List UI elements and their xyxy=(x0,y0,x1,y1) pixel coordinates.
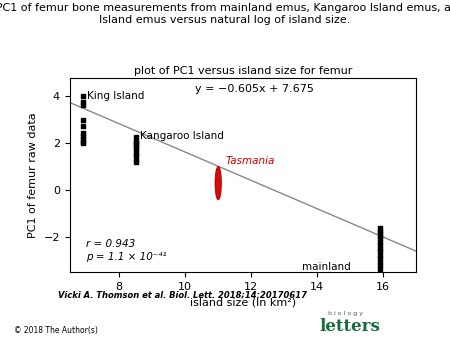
Text: r = 0.943: r = 0.943 xyxy=(86,239,135,249)
Point xyxy=(376,262,383,268)
Text: p = 1.1 × 10⁻⁴¹: p = 1.1 × 10⁻⁴¹ xyxy=(86,252,167,262)
Point xyxy=(376,225,383,230)
Point xyxy=(79,117,86,123)
Point xyxy=(132,146,140,152)
Text: Vicki A. Thomson et al. Biol. Lett. 2018;14:20170617: Vicki A. Thomson et al. Biol. Lett. 2018… xyxy=(58,290,307,299)
Point xyxy=(79,100,86,105)
X-axis label: island size (ln km²): island size (ln km²) xyxy=(190,297,296,307)
Point xyxy=(376,242,383,248)
Point xyxy=(376,259,383,264)
Point xyxy=(376,246,383,251)
Point xyxy=(79,123,86,128)
Point xyxy=(79,102,86,107)
Text: y = −0.605x + 7.675: y = −0.605x + 7.675 xyxy=(195,83,314,94)
Point xyxy=(376,228,383,234)
Title: plot of PC1 versus island size for femur: plot of PC1 versus island size for femur xyxy=(134,66,352,76)
Text: © 2018 The Author(s): © 2018 The Author(s) xyxy=(14,325,97,335)
Text: b i o l o g y: b i o l o g y xyxy=(328,311,364,316)
Point xyxy=(376,231,383,236)
Text: Kangaroo Island: Kangaroo Island xyxy=(140,131,224,141)
Point xyxy=(79,141,86,146)
Point xyxy=(132,152,140,158)
Point xyxy=(376,266,383,271)
Point xyxy=(376,239,383,244)
Point xyxy=(132,142,140,147)
Point xyxy=(79,94,86,99)
Text: letters: letters xyxy=(320,318,380,335)
Point xyxy=(376,233,383,239)
Text: Tasmania: Tasmania xyxy=(225,155,275,166)
Point xyxy=(376,248,383,254)
Text: mainland: mainland xyxy=(302,262,351,272)
Text: Plot of PC1 of femur bone measurements from mainland emus, Kangaroo Island emus,: Plot of PC1 of femur bone measurements f… xyxy=(0,3,450,25)
Point xyxy=(79,130,86,136)
Point xyxy=(79,136,86,141)
Point xyxy=(376,255,383,261)
Point xyxy=(132,135,140,140)
Point xyxy=(79,134,86,139)
Point xyxy=(132,159,140,165)
Point xyxy=(376,252,383,257)
Point xyxy=(132,138,140,144)
Point xyxy=(376,236,383,241)
Text: King Island: King Island xyxy=(87,92,144,101)
Point xyxy=(132,150,140,155)
Point xyxy=(132,141,140,146)
Point xyxy=(79,140,86,145)
Ellipse shape xyxy=(215,167,221,199)
Point xyxy=(132,156,140,161)
Y-axis label: PC1 of femur raw data: PC1 of femur raw data xyxy=(28,112,38,238)
Point xyxy=(132,144,140,149)
